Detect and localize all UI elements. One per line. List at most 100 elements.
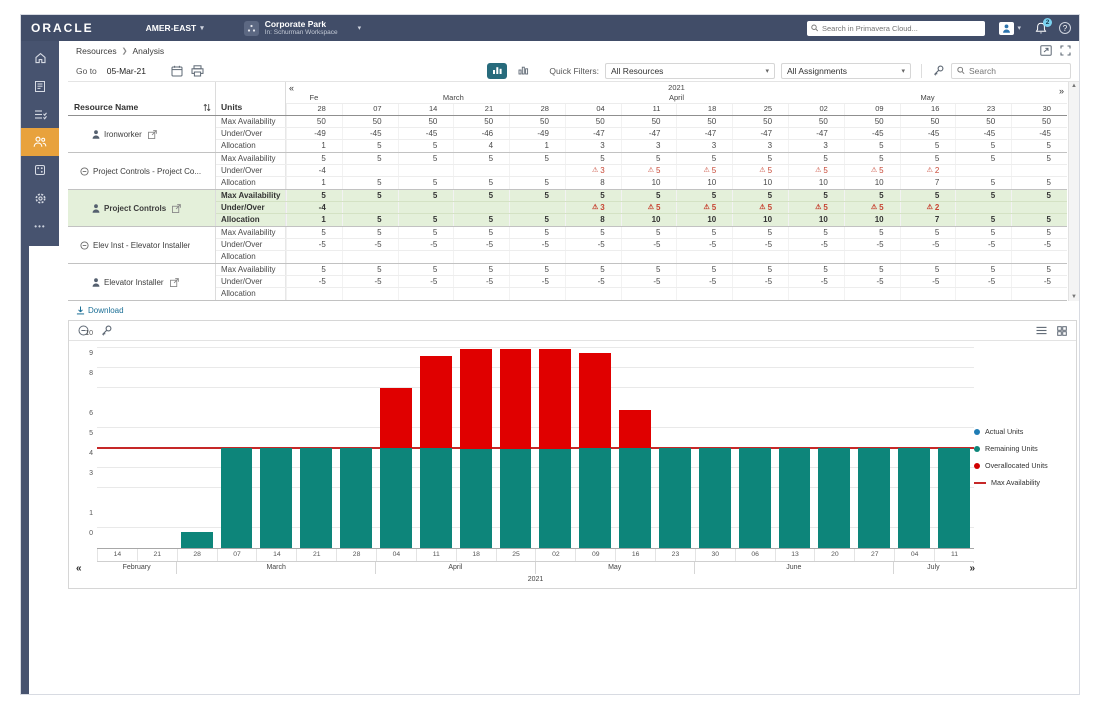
value-cell[interactable]: 5 — [1011, 214, 1067, 226]
chart-bar[interactable] — [177, 349, 217, 548]
value-cell[interactable]: -5 — [397, 276, 454, 287]
value-cell[interactable]: 5 — [397, 264, 454, 275]
value-cell[interactable]: 5 — [899, 227, 956, 238]
value-cell[interactable]: -5 — [732, 239, 788, 250]
value-cell[interactable]: -5 — [397, 239, 454, 250]
chart-bar[interactable] — [376, 349, 416, 548]
scroll-down-icon[interactable]: ▼ — [1071, 294, 1077, 300]
chart-prev-button[interactable]: « — [73, 563, 85, 574]
value-cell[interactable] — [1011, 202, 1067, 213]
value-cell[interactable]: 7 — [899, 214, 956, 226]
value-cell[interactable]: 5 — [286, 264, 342, 275]
value-cell[interactable]: -5 — [286, 239, 342, 250]
value-cell[interactable] — [1011, 165, 1067, 176]
value-cell[interactable]: 5 — [843, 264, 900, 275]
chart-bar[interactable] — [496, 349, 536, 548]
resource-name-cell[interactable]: Elev Inst - Elevator Installer — [68, 227, 216, 263]
value-cell[interactable]: -49 — [509, 128, 565, 139]
sidebar-item-portfolios[interactable] — [21, 72, 59, 100]
value-cell[interactable]: 5 — [341, 227, 398, 238]
global-search-input[interactable] — [821, 23, 982, 33]
value-cell[interactable]: -5 — [843, 276, 900, 287]
value-cell[interactable]: 50 — [732, 116, 788, 127]
detach-panel-icon[interactable] — [1040, 45, 1052, 56]
value-cell[interactable] — [397, 288, 454, 300]
value-cell[interactable]: 50 — [341, 116, 398, 127]
value-cell[interactable]: -5 — [676, 276, 732, 287]
value-cell[interactable]: 5 — [341, 177, 398, 189]
value-cell[interactable]: -5 — [788, 276, 844, 287]
value-cell[interactable]: 5 — [453, 153, 509, 164]
value-cell[interactable]: ⚠ 5 — [732, 202, 788, 213]
value-cell[interactable]: 10 — [732, 177, 788, 189]
value-cell[interactable]: -49 — [286, 128, 342, 139]
day-column-header[interactable]: 09 — [843, 104, 900, 115]
value-cell[interactable] — [1011, 288, 1067, 300]
sidebar-item-home[interactable] — [21, 44, 59, 72]
value-cell[interactable]: 5 — [899, 264, 956, 275]
chart-bar[interactable] — [775, 349, 815, 548]
value-cell[interactable]: 5 — [955, 177, 1011, 189]
value-cell[interactable]: 1 — [286, 177, 342, 189]
value-cell[interactable]: -5 — [564, 239, 621, 250]
value-cell[interactable]: 10 — [676, 177, 732, 189]
value-cell[interactable]: -5 — [1011, 276, 1067, 287]
value-cell[interactable]: -5 — [843, 239, 900, 250]
value-cell[interactable]: -5 — [788, 239, 844, 250]
value-cell[interactable]: 10 — [843, 177, 900, 189]
value-cell[interactable]: ⚠ 2 — [899, 202, 956, 213]
value-cell[interactable]: -5 — [509, 276, 565, 287]
sidebar-item-tasks[interactable] — [21, 100, 59, 128]
org-selector[interactable]: AMER-EAST ▾ — [146, 23, 204, 33]
sidebar-item-resources[interactable] — [21, 128, 59, 156]
open-resource-icon[interactable] — [172, 203, 182, 213]
global-search[interactable] — [807, 20, 986, 36]
value-cell[interactable]: 5 — [788, 190, 844, 201]
value-cell[interactable]: 10 — [620, 177, 677, 189]
value-cell[interactable]: 5 — [788, 264, 844, 275]
timeline-next-button[interactable]: » — [1058, 86, 1064, 96]
value-cell[interactable]: 5 — [788, 153, 844, 164]
value-cell[interactable]: 3 — [620, 140, 677, 152]
chart-bar[interactable] — [894, 349, 934, 548]
value-cell[interactable]: -47 — [732, 128, 788, 139]
value-cell[interactable]: 3 — [564, 140, 621, 152]
value-cell[interactable] — [899, 288, 956, 300]
value-cell[interactable]: ⚠ 3 — [564, 165, 621, 176]
value-cell[interactable]: 50 — [453, 116, 509, 127]
sidebar-item-apps[interactable] — [21, 156, 59, 184]
day-column-header[interactable]: 04 — [564, 104, 621, 115]
value-cell[interactable]: 5 — [676, 153, 732, 164]
value-cell[interactable]: 5 — [620, 153, 677, 164]
value-cell[interactable] — [341, 251, 398, 263]
value-cell[interactable]: 5 — [397, 227, 454, 238]
value-cell[interactable] — [620, 288, 677, 300]
highlight-filter-button[interactable] — [932, 64, 945, 77]
value-cell[interactable]: 5 — [453, 264, 509, 275]
chart-bar[interactable] — [934, 349, 974, 548]
value-cell[interactable]: 5 — [732, 264, 788, 275]
value-cell[interactable]: 5 — [1011, 190, 1067, 201]
resource-name-cell[interactable]: Ironworker — [68, 116, 216, 152]
goto-date-value[interactable]: 05-Mar-21 — [106, 65, 147, 76]
assignments-filter-select[interactable]: All Assignments ▾ — [781, 62, 911, 79]
value-cell[interactable]: -47 — [620, 128, 677, 139]
open-resource-icon[interactable] — [169, 277, 179, 287]
value-cell[interactable]: ⚠ 5 — [676, 202, 732, 213]
value-cell[interactable]: 5 — [843, 190, 900, 201]
chart-bar[interactable] — [456, 349, 496, 548]
value-cell[interactable]: -45 — [341, 128, 398, 139]
value-cell[interactable]: -4 — [286, 165, 342, 176]
value-cell[interactable]: 5 — [286, 227, 342, 238]
value-cell[interactable]: 5 — [620, 227, 677, 238]
value-cell[interactable]: 50 — [509, 116, 565, 127]
chart-bar[interactable] — [854, 349, 894, 548]
value-cell[interactable] — [509, 288, 565, 300]
value-cell[interactable]: -46 — [453, 128, 509, 139]
chart-bar[interactable] — [137, 349, 177, 548]
table-scrollbar[interactable]: ▲ ▼ — [1068, 82, 1079, 301]
value-cell[interactable] — [955, 202, 1011, 213]
value-cell[interactable]: 5 — [509, 190, 565, 201]
value-cell[interactable]: -5 — [509, 239, 565, 250]
value-cell[interactable]: 5 — [955, 153, 1011, 164]
